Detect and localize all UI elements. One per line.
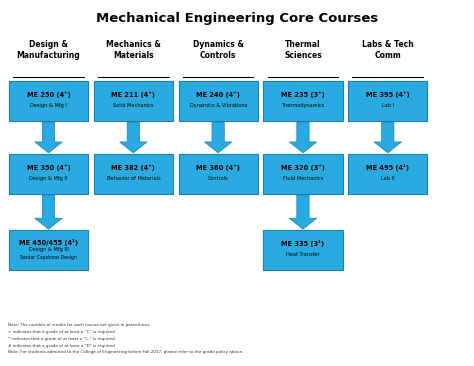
Text: ME 320 (3⁺): ME 320 (3⁺) — [281, 164, 325, 171]
Text: Thermodynamics: Thermodynamics — [282, 104, 325, 108]
FancyBboxPatch shape — [348, 154, 428, 194]
FancyBboxPatch shape — [94, 154, 173, 194]
Text: ME 350 (4⁺): ME 350 (4⁺) — [27, 164, 70, 171]
Polygon shape — [374, 122, 401, 153]
Text: Design & Mfg II: Design & Mfg II — [29, 176, 68, 181]
Text: ME 382 (4⁺): ME 382 (4⁺) — [111, 164, 155, 171]
Text: Note: The number of credits for each course are given in parenthesis: Note: The number of credits for each cou… — [9, 323, 150, 327]
Polygon shape — [119, 122, 147, 153]
FancyBboxPatch shape — [94, 81, 173, 121]
Text: Dynamics &
Controls: Dynamics & Controls — [192, 40, 244, 60]
Polygon shape — [289, 122, 317, 153]
Text: # indicates that a grade of at least a “D” is required: # indicates that a grade of at least a “… — [9, 344, 115, 348]
FancyBboxPatch shape — [179, 81, 258, 121]
Text: ME 335 (3¹): ME 335 (3¹) — [282, 240, 325, 247]
Text: Note: For students admitted to the College of Engineering before Fall 2017, plea: Note: For students admitted to the Colle… — [9, 351, 244, 354]
Text: Behavior of Materials: Behavior of Materials — [107, 176, 160, 181]
FancyBboxPatch shape — [179, 154, 258, 194]
Text: Mechanics &
Materials: Mechanics & Materials — [106, 40, 161, 60]
Polygon shape — [204, 122, 232, 153]
Polygon shape — [35, 195, 62, 229]
Text: ME 250 (4⁺): ME 250 (4⁺) — [27, 92, 70, 98]
FancyBboxPatch shape — [264, 81, 343, 121]
FancyBboxPatch shape — [264, 230, 343, 270]
Text: * indicates that a grade of at least a “C-” is required: * indicates that a grade of at least a “… — [9, 337, 115, 341]
Text: Labs & Tech
Comm: Labs & Tech Comm — [362, 40, 414, 60]
Text: Lab I: Lab I — [382, 104, 394, 108]
Text: Lab II: Lab II — [381, 176, 394, 181]
Text: + indicates that a grade of at least a “C” is required: + indicates that a grade of at least a “… — [9, 330, 115, 334]
Text: ME 240 (4⁺): ME 240 (4⁺) — [196, 92, 240, 98]
FancyBboxPatch shape — [9, 154, 88, 194]
FancyBboxPatch shape — [264, 154, 343, 194]
Text: Controls: Controls — [208, 176, 228, 181]
Text: Senior Capstone Design: Senior Capstone Design — [20, 255, 77, 260]
Text: Mechanical Engineering Core Courses: Mechanical Engineering Core Courses — [96, 12, 378, 25]
Polygon shape — [289, 195, 317, 229]
Text: Dynamics & Vibrations: Dynamics & Vibrations — [190, 104, 247, 108]
Text: ME 395 (4⁺): ME 395 (4⁺) — [366, 92, 410, 98]
Text: Heat Transfer: Heat Transfer — [286, 253, 320, 257]
Text: ME 450/455 (4¹): ME 450/455 (4¹) — [19, 239, 78, 246]
Text: Design & Mfg I: Design & Mfg I — [30, 104, 67, 108]
Text: ME 235 (3⁺): ME 235 (3⁺) — [281, 92, 325, 98]
Text: ME 211 (4⁺): ME 211 (4⁺) — [111, 92, 155, 98]
FancyBboxPatch shape — [348, 81, 428, 121]
Text: ME 495 (4¹): ME 495 (4¹) — [366, 164, 410, 171]
FancyBboxPatch shape — [9, 81, 88, 121]
Text: Solid Mechanics: Solid Mechanics — [113, 104, 154, 108]
Text: Fluid Mechanics: Fluid Mechanics — [283, 176, 323, 181]
Text: Thermal
Sciences: Thermal Sciences — [284, 40, 322, 60]
Text: Design &
Manufacturing: Design & Manufacturing — [17, 40, 81, 60]
Text: Design & Mfg III: Design & Mfg III — [28, 247, 68, 252]
Polygon shape — [35, 122, 62, 153]
Text: ME 360 (4⁺): ME 360 (4⁺) — [196, 164, 240, 171]
FancyBboxPatch shape — [9, 230, 88, 270]
